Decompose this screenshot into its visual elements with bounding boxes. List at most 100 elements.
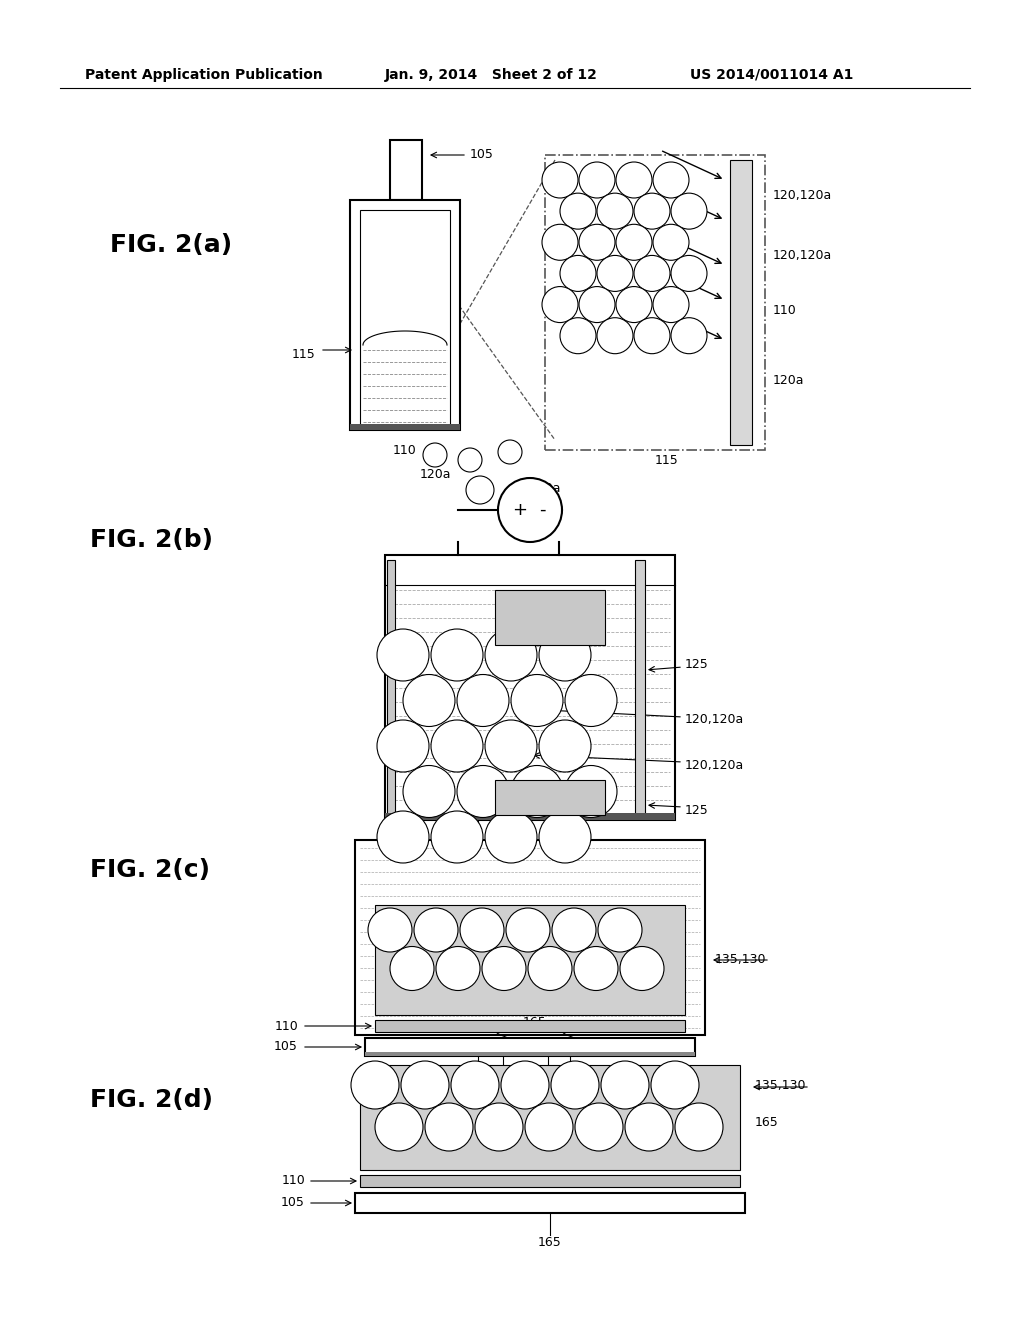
Circle shape: [377, 630, 429, 681]
Text: 105: 105: [470, 149, 494, 161]
Circle shape: [616, 162, 652, 198]
Circle shape: [368, 908, 412, 952]
Text: 135,130: 135,130: [715, 953, 767, 966]
Circle shape: [575, 1104, 623, 1151]
Circle shape: [423, 444, 447, 467]
Circle shape: [390, 946, 434, 990]
Circle shape: [431, 810, 483, 863]
Bar: [365, 1038, 695, 1056]
Circle shape: [436, 946, 480, 990]
Text: 125: 125: [685, 659, 709, 672]
Circle shape: [539, 630, 591, 681]
Circle shape: [598, 908, 642, 952]
Circle shape: [525, 1104, 573, 1151]
Circle shape: [542, 286, 578, 322]
Circle shape: [498, 478, 562, 543]
Text: 130: 130: [539, 611, 562, 624]
Text: 120a: 120a: [419, 469, 451, 482]
Text: 110: 110: [282, 1175, 305, 1188]
Circle shape: [498, 440, 522, 465]
Circle shape: [377, 719, 429, 772]
Bar: [360, 210, 450, 425]
Text: 120,120a: 120,120a: [685, 714, 744, 726]
Circle shape: [651, 1061, 699, 1109]
Text: 165: 165: [466, 1081, 489, 1094]
Circle shape: [425, 1104, 473, 1151]
Circle shape: [457, 766, 509, 817]
Text: 120,120a: 120,120a: [773, 248, 833, 261]
Bar: [355, 840, 705, 1035]
Circle shape: [485, 630, 537, 681]
Text: 105: 105: [282, 1196, 305, 1209]
Text: Jan. 9, 2014   Sheet 2 of 12: Jan. 9, 2014 Sheet 2 of 12: [385, 69, 598, 82]
Bar: [390, 140, 422, 201]
Circle shape: [671, 193, 707, 230]
Circle shape: [653, 286, 689, 322]
Text: 110: 110: [773, 304, 797, 317]
Circle shape: [375, 1104, 423, 1151]
Bar: [350, 201, 460, 430]
Circle shape: [560, 193, 596, 230]
Text: 115: 115: [291, 348, 315, 362]
Text: 120a: 120a: [773, 374, 805, 387]
Circle shape: [565, 766, 617, 817]
Text: 110: 110: [393, 444, 417, 457]
Circle shape: [460, 908, 504, 952]
Bar: [350, 424, 460, 430]
Text: FIG. 2(b): FIG. 2(b): [90, 528, 213, 552]
Circle shape: [620, 946, 664, 990]
Circle shape: [403, 675, 455, 726]
Circle shape: [501, 1061, 549, 1109]
Circle shape: [616, 224, 652, 260]
Bar: [635, 560, 645, 814]
Bar: [496, 590, 605, 645]
Circle shape: [401, 1061, 449, 1109]
Circle shape: [579, 162, 615, 198]
Circle shape: [579, 286, 615, 322]
Text: 165: 165: [522, 1016, 546, 1030]
Circle shape: [542, 224, 578, 260]
Text: FIG. 2(c): FIG. 2(c): [90, 858, 210, 882]
Text: 120,120a: 120,120a: [773, 189, 833, 202]
Circle shape: [616, 286, 652, 322]
Bar: [496, 780, 605, 814]
Bar: [375, 906, 685, 1015]
Text: 165: 165: [466, 785, 489, 799]
Circle shape: [625, 1104, 673, 1151]
Circle shape: [528, 946, 572, 990]
Circle shape: [431, 630, 483, 681]
Circle shape: [671, 256, 707, 292]
Circle shape: [403, 766, 455, 817]
Text: FIG. 2(d): FIG. 2(d): [90, 1088, 213, 1111]
Circle shape: [634, 193, 670, 230]
Circle shape: [579, 224, 615, 260]
Circle shape: [634, 318, 670, 354]
Circle shape: [560, 256, 596, 292]
Circle shape: [601, 1061, 649, 1109]
Circle shape: [597, 318, 633, 354]
Bar: [730, 160, 752, 445]
Circle shape: [552, 908, 596, 952]
Circle shape: [574, 946, 618, 990]
Circle shape: [482, 946, 526, 990]
Circle shape: [597, 256, 633, 292]
Text: 115: 115: [655, 454, 679, 466]
Circle shape: [458, 447, 482, 473]
Bar: [375, 1020, 685, 1032]
Circle shape: [457, 675, 509, 726]
Bar: [387, 560, 395, 814]
Circle shape: [653, 224, 689, 260]
Circle shape: [675, 1104, 723, 1151]
Bar: [385, 813, 675, 820]
Bar: [365, 1052, 695, 1056]
Circle shape: [551, 1061, 599, 1109]
Circle shape: [377, 810, 429, 863]
Circle shape: [511, 675, 563, 726]
Text: 165: 165: [539, 1237, 562, 1250]
Text: 165: 165: [755, 1117, 778, 1129]
Circle shape: [634, 256, 670, 292]
Bar: [355, 1193, 745, 1213]
Circle shape: [451, 1061, 499, 1109]
Text: 110: 110: [274, 1019, 298, 1032]
Circle shape: [542, 162, 578, 198]
